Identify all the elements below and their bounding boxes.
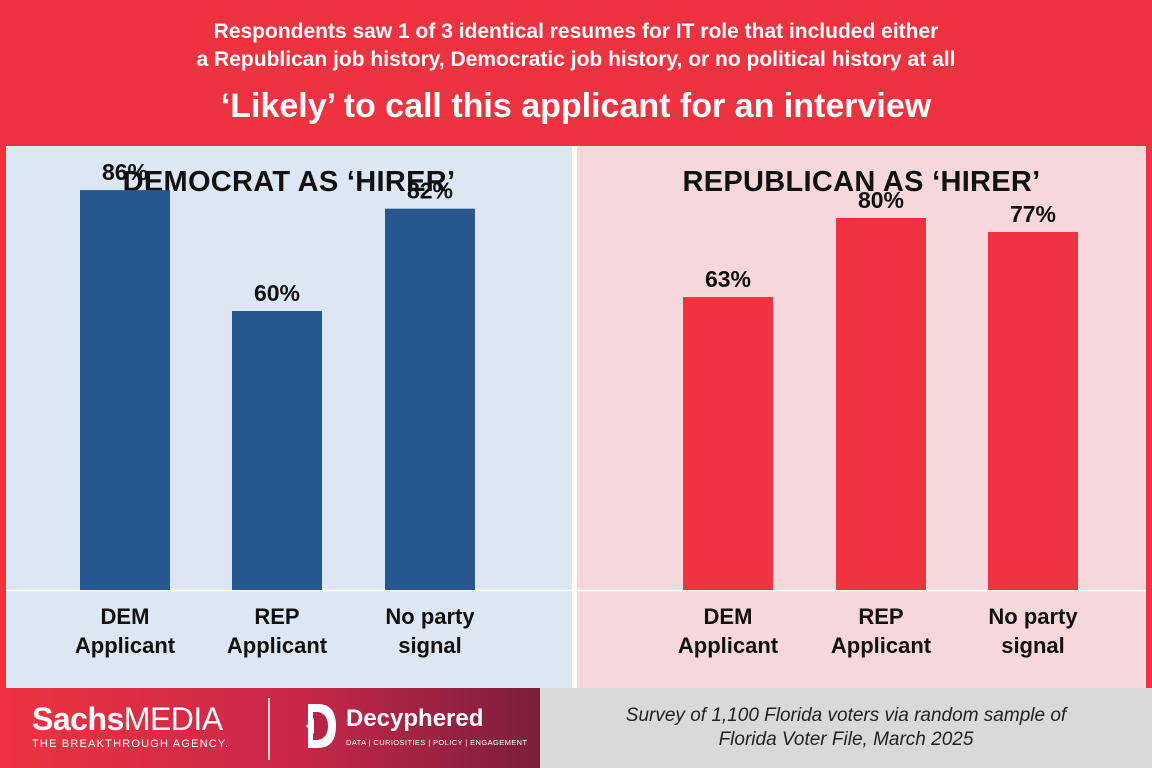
source-note: Survey of 1,100 Florida voters via rando…	[540, 704, 1152, 752]
bar-2	[836, 218, 926, 590]
decyphered-wordmark: Decyphered	[346, 705, 484, 732]
bar-1	[683, 297, 773, 590]
republican-hirer-title: REPUBLICAN AS ‘HIRER’	[682, 166, 1041, 198]
democrat-hirer-panel: DEMOCRAT AS ‘HIRER’ 86% DEM Applicant 60% RE…	[6, 146, 572, 688]
bar-3	[385, 208, 475, 590]
category-label-3-line-2: signal	[398, 633, 462, 658]
data-label-2: 80%	[858, 187, 904, 213]
category-label-1-line-2: Applicant	[75, 633, 176, 658]
subtitle-line-1: Respondents saw 1 of 3 identical resumes…	[213, 20, 939, 43]
data-label-3: 82%	[407, 178, 453, 204]
decyphered-mark-icon	[306, 704, 336, 748]
category-label-3-line-2: signal	[1001, 633, 1065, 658]
category-label-2-line-2: Applicant	[831, 633, 932, 658]
democrat-hirer-chart: 86% DEM Applicant 60% REP Applicant 82% No part…	[6, 159, 572, 658]
democrat-hirer-title: DEMOCRAT AS ‘HIRER’	[122, 166, 456, 198]
bar-3	[988, 231, 1078, 590]
footer-logos: SachsMEDIA THE BREAKTHROUGH AGENCY. Decy…	[0, 688, 540, 768]
data-label-1: 63%	[705, 266, 751, 292]
category-label-2-line-1: REP	[254, 604, 299, 629]
subtitle-line-2: a Republican job history, Democratic job…	[196, 48, 956, 71]
source-note-box: Survey of 1,100 Florida voters via rando…	[540, 688, 1152, 768]
sachs-media-wordmark: SachsMEDIA	[32, 701, 223, 737]
bar-1	[80, 190, 170, 590]
data-label-1: 86%	[102, 159, 148, 185]
republican-hirer-panel: REPUBLICAN AS ‘HIRER’ 63% DEM Applicant 80%…	[577, 146, 1146, 688]
header: Respondents saw 1 of 3 identical resumes…	[0, 0, 1152, 146]
category-label-2-line-1: REP	[858, 604, 903, 629]
chart-subtitle: Respondents saw 1 of 3 identical resumes…	[0, 18, 1152, 74]
logo-separator	[268, 698, 270, 760]
bar-2	[232, 311, 322, 590]
republican-hirer-chart: 63% DEM Applicant 80% REP Applicant 77% No part…	[577, 187, 1146, 658]
data-label-3: 77%	[1010, 201, 1056, 227]
sachs-media-logo: SachsMEDIA THE BREAKTHROUGH AGENCY.	[32, 702, 229, 750]
chart-title: ‘Likely’ to call this applicant for an i…	[220, 87, 932, 125]
category-label-1-line-1: DEM	[704, 604, 753, 629]
category-label-3-line-1: No party	[988, 604, 1078, 629]
decyphered-logo: Decyphered DATA | CURIOSITIES | POLICY |…	[346, 705, 527, 747]
category-label-2-line-2: Applicant	[227, 633, 328, 658]
decyphered-tagline: DATA | CURIOSITIES | POLICY | ENGAGEMENT	[346, 738, 528, 747]
source-line-1: Survey of 1,100 Florida voters via rando…	[625, 705, 1067, 726]
sachs-media-tagline: THE BREAKTHROUGH AGENCY.	[32, 738, 230, 750]
category-label-3-line-1: No party	[385, 604, 475, 629]
category-label-1-line-2: Applicant	[678, 633, 779, 658]
panel-divider	[572, 146, 577, 688]
data-label-2: 60%	[254, 280, 300, 306]
category-label-1-line-1: DEM	[101, 604, 150, 629]
source-line-2: Florida Voter File, March 2025	[718, 729, 974, 750]
